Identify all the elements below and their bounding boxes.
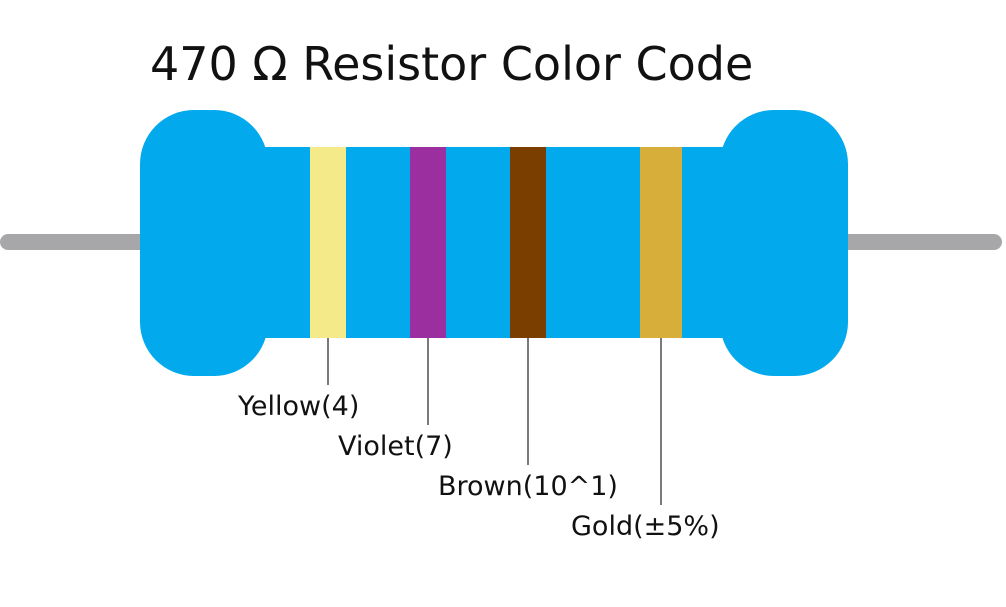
band-yellow [310, 147, 346, 338]
label-brown: Brown(10^1) [438, 471, 618, 502]
band-brown [510, 147, 546, 338]
band-gold [640, 147, 682, 338]
diagram-title: 470 Ω Resistor Color Code [150, 37, 753, 91]
label-gold: Gold(±5%) [571, 511, 720, 542]
color-bands [310, 147, 682, 338]
leader-lines [327, 338, 662, 505]
band-violet [410, 147, 446, 338]
right-end-cap [720, 110, 848, 376]
label-yellow: Yellow(4) [237, 391, 359, 422]
left-end-cap [140, 110, 268, 376]
resistor-body [140, 110, 848, 376]
band-labels: Yellow(4) Violet(7) Brown(10^1) Gold(±5%… [237, 391, 720, 542]
label-violet: Violet(7) [338, 431, 453, 462]
